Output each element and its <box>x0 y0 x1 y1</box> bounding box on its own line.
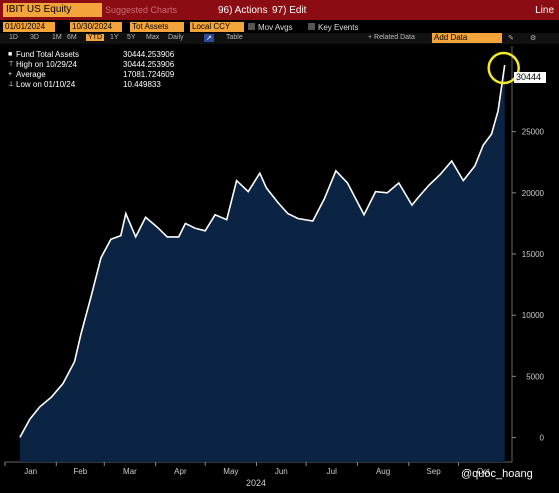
period-bar <box>0 33 559 44</box>
x-axis-label: 2024 <box>246 478 267 488</box>
legend-key: Fund Total Assets <box>16 50 79 59</box>
y-tick-label-4: 20000 <box>522 189 545 198</box>
period-button-8[interactable]: Daily <box>168 34 184 41</box>
chart-mode-button[interactable]: Line <box>535 5 554 16</box>
period-button-7[interactable]: Max <box>146 34 160 41</box>
last-value-label: 30444 <box>514 72 546 83</box>
low-marker-icon: ⊥ <box>8 81 15 88</box>
period-button-2[interactable]: 1M <box>52 34 62 41</box>
y-tick-label-0: 0 <box>540 434 545 443</box>
period-button-1[interactable]: 3D <box>30 34 39 41</box>
related-data-button[interactable]: + Related Data <box>368 34 415 41</box>
x-tick-label-6: Jul <box>327 467 337 476</box>
key-events-label: Key Events <box>318 23 359 32</box>
period-button-10[interactable]: Table <box>226 34 243 41</box>
field-selector[interactable]: Tot Assets <box>130 22 184 32</box>
x-tick-label-4: May <box>223 467 238 476</box>
y-tick-label-2: 10000 <box>522 311 545 320</box>
x-tick-label-8: Sep <box>426 467 441 476</box>
legend-value: 30444.253906 <box>123 60 175 69</box>
x-tick-label-0: Jan <box>24 467 37 476</box>
edit-menu[interactable]: 97) Edit <box>272 5 307 16</box>
actions-menu[interactable]: 96) Actions <box>218 5 268 16</box>
watermark: @quoc_hoang <box>461 468 533 480</box>
period-button-4[interactable]: YTD <box>86 34 104 41</box>
add-data-field[interactable]: Add Data <box>432 33 502 43</box>
gear-icon[interactable]: ⚙ <box>530 35 537 42</box>
pencil-icon[interactable]: ✎ <box>508 35 514 42</box>
x-tick-label-9: Oct <box>477 467 490 476</box>
period-button-6[interactable]: 5Y <box>127 34 136 41</box>
y-tick-label-1: 5000 <box>526 372 544 381</box>
key-events-checkbox[interactable] <box>308 23 315 30</box>
x-tick-label-7: Aug <box>376 467 390 476</box>
ticker-field[interactable]: IBIT US Equity <box>3 3 102 17</box>
date-to-field[interactable]: 10/30/2024 <box>70 22 122 32</box>
x-tick-label-2: Mar <box>123 467 137 476</box>
currency-selector[interactable]: Local CCY <box>190 22 244 32</box>
legend-key: High on 10/29/24 <box>16 60 77 69</box>
legend-key: Low on 01/10/24 <box>16 80 76 89</box>
average-marker-icon: + <box>8 71 13 78</box>
highlight-circle <box>487 51 520 85</box>
area-fill <box>19 65 505 462</box>
x-tick-label-3: Apr <box>174 467 187 476</box>
period-button-9[interactable]: ↗ <box>204 34 214 42</box>
mov-avgs-checkbox[interactable] <box>248 23 255 30</box>
legend-square-icon: ■ <box>8 51 13 58</box>
y-tick-label-3: 15000 <box>522 250 545 259</box>
period-button-5[interactable]: 1Y <box>110 34 119 41</box>
period-button-0[interactable]: 1D <box>9 34 18 41</box>
x-tick-label-1: Feb <box>73 467 87 476</box>
mov-avgs-label: Mov Avgs <box>258 23 293 32</box>
y-tick-label-5: 25000 <box>522 128 545 137</box>
title-bar: IBIT US Equity Suggested Charts 96) Acti… <box>0 0 559 20</box>
legend-value: 10.449833 <box>123 80 161 89</box>
date-from-field[interactable]: 01/01/2024 <box>3 22 55 32</box>
legend-value: 17081.724609 <box>123 70 175 79</box>
high-marker-icon: ⊤ <box>8 61 15 68</box>
legend-value: 30444.253906 <box>123 50 175 59</box>
series-line <box>19 64 506 438</box>
x-tick-label-5: Jun <box>275 467 288 476</box>
legend-key: Average <box>16 70 46 79</box>
period-button-3[interactable]: 6M <box>67 34 77 41</box>
suggested-charts-button[interactable]: Suggested Charts <box>105 5 178 15</box>
